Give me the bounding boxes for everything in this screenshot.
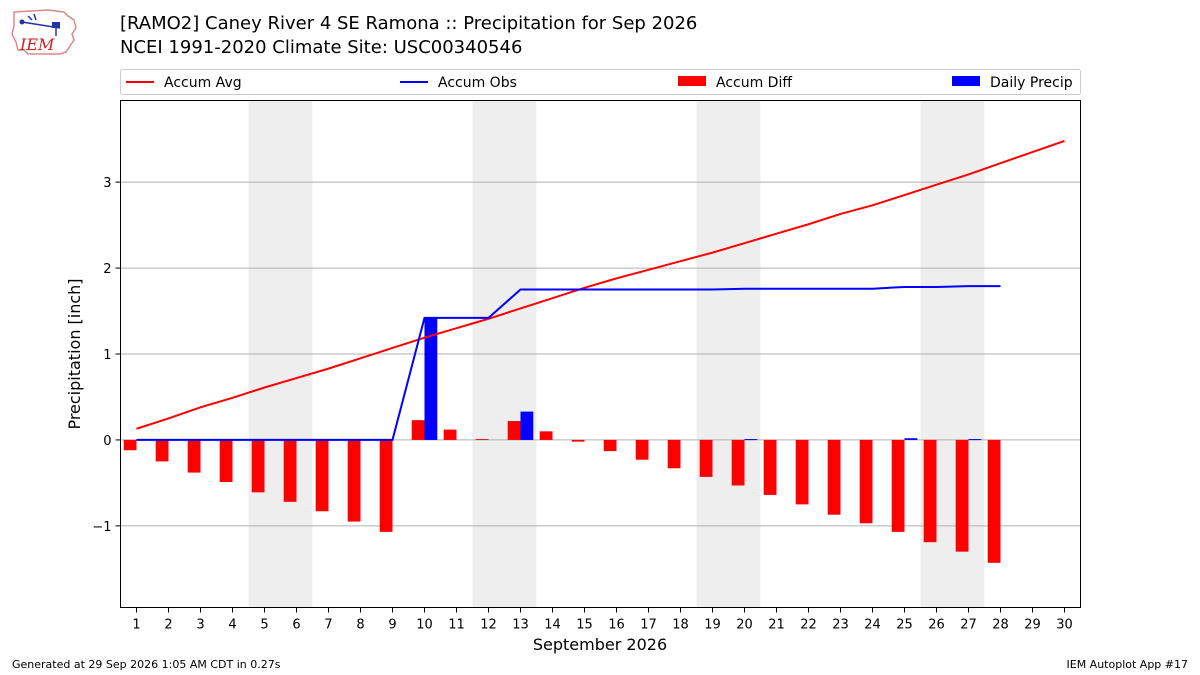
- y-axis-label: Precipitation [inch]: [65, 278, 84, 429]
- accum-diff-bar-day-27: [955, 439, 969, 552]
- accum-diff-bar-day-9: [379, 439, 393, 532]
- accum-diff-bar-day-28: [987, 439, 1001, 563]
- title-line-1: [RAMO2] Caney River 4 SE Ramona :: Preci…: [120, 13, 698, 34]
- x-tick-label-21: 21: [768, 618, 785, 633]
- daily-precip-bar-day-25: [904, 438, 918, 440]
- x-tick-label-14: 14: [544, 618, 561, 633]
- accum-diff-bar-day-7: [315, 439, 329, 512]
- x-axis-label: September 2026: [533, 635, 667, 654]
- accum-diff-bar-day-23: [827, 439, 841, 515]
- accum-diff-bar-day-25: [891, 439, 905, 532]
- x-tick-label-25: 25: [896, 618, 913, 633]
- accum-obs-line: [136, 285, 1001, 441]
- title-line-2: NCEI 1991-2020 Climate Site: USC00340546: [120, 37, 523, 58]
- accum-avg-line: [136, 139, 1065, 430]
- y-tick-label-0: 0: [103, 434, 111, 449]
- legend-label-accum-obs: Accum Obs: [438, 75, 517, 91]
- chart-title: [RAMO2] Caney River 4 SE Ramona :: Preci…: [120, 12, 697, 60]
- x-tick-label-26: 26: [928, 618, 945, 633]
- iem-logo: IEM: [11, 9, 77, 55]
- logo-text: IEM: [19, 35, 55, 54]
- accum-diff-bar-day-26: [923, 439, 937, 543]
- daily-precip-bar-day-13: [520, 411, 534, 440]
- accum-diff-bar-day-15: [571, 439, 585, 442]
- accum-diff-bar-day-18: [667, 439, 681, 469]
- x-tick-label-6: 6: [292, 618, 300, 633]
- x-tick-label-9: 9: [388, 618, 396, 633]
- accum-diff-bar-day-22: [795, 439, 809, 505]
- accum-diff-bar-day-5: [251, 439, 265, 493]
- legend-swatch-daily-precip: [952, 76, 980, 86]
- x-tick-label-11: 11: [448, 618, 465, 633]
- x-tick-label-23: 23: [832, 618, 849, 633]
- legend-swatch-accum-diff: [678, 76, 706, 86]
- daily-precip-bar-day-27: [968, 439, 982, 441]
- daily-precip-bar-day-10: [424, 317, 438, 440]
- x-tick-label-16: 16: [608, 618, 625, 633]
- daily-precip-bar-day-20: [744, 439, 758, 441]
- x-tick-label-20: 20: [736, 618, 753, 633]
- legend-label-accum-avg: Accum Avg: [164, 75, 242, 91]
- accum-diff-bar-day-20: [731, 439, 745, 486]
- accum-diff-bar-day-19: [699, 439, 713, 477]
- accum-diff-bar-day-24: [859, 439, 873, 524]
- accum-diff-bar-day-8: [347, 439, 361, 522]
- y-tick-label-2: 2: [103, 262, 111, 277]
- accum-diff-bar-day-16: [603, 439, 617, 452]
- legend-frame: [120, 69, 1081, 95]
- x-tick-label-24: 24: [864, 618, 881, 633]
- x-tick-label-30: 30: [1056, 618, 1073, 633]
- x-tick-label-15: 15: [576, 618, 593, 633]
- y-tick-label-1: 1: [103, 348, 111, 363]
- accum-diff-bar-day-14: [539, 431, 553, 440]
- x-tick-label-1: 1: [132, 618, 140, 633]
- x-tick-label-10: 10: [416, 618, 433, 633]
- x-tick-label-2: 2: [164, 618, 172, 633]
- x-tick-label-17: 17: [640, 618, 657, 633]
- x-tick-label-27: 27: [960, 618, 977, 633]
- legend: Accum Avg Accum Obs Accum Diff Daily Precip: [120, 69, 1081, 95]
- x-tick-label-7: 7: [324, 618, 332, 633]
- x-tick-label-12: 12: [480, 618, 497, 633]
- x-tick-label-8: 8: [356, 618, 364, 633]
- accum-diff-bar-day-13: [507, 421, 521, 440]
- x-tick-label-18: 18: [672, 618, 689, 633]
- x-tick-label-29: 29: [1024, 618, 1041, 633]
- app-credit: IEM Autoplot App #17: [1066, 658, 1189, 671]
- accum-diff-bar-day-17: [635, 439, 649, 460]
- legend-label-daily-precip: Daily Precip: [990, 75, 1073, 91]
- x-tick-label-22: 22: [800, 618, 817, 633]
- x-tick-label-28: 28: [992, 618, 1009, 633]
- legend-label-accum-diff: Accum Diff: [716, 75, 792, 91]
- accum-diff-bar-day-12: [475, 439, 489, 440]
- accum-diff-bar-day-1: [123, 439, 137, 451]
- x-tick-label-19: 19: [704, 618, 721, 633]
- accum-diff-bar-day-4: [219, 439, 233, 483]
- x-tick-label-13: 13: [512, 618, 529, 633]
- accum-diff-bar-day-21: [763, 439, 777, 495]
- x-tick-label-4: 4: [228, 618, 236, 633]
- accum-diff-bar-day-10: [411, 420, 425, 440]
- generated-timestamp: Generated at 29 Sep 2026 1:05 AM CDT in …: [12, 658, 281, 671]
- x-tick-label-3: 3: [196, 618, 204, 633]
- accum-diff-bar-day-2: [155, 439, 169, 462]
- y-tick-label--1: −1: [92, 520, 111, 535]
- x-tick-label-5: 5: [260, 618, 268, 633]
- accum-diff-bar-day-3: [187, 439, 201, 473]
- accum-diff-bar-day-6: [283, 439, 297, 502]
- y-tick-label-3: 3: [103, 176, 111, 191]
- accum-diff-bar-day-11: [443, 429, 457, 440]
